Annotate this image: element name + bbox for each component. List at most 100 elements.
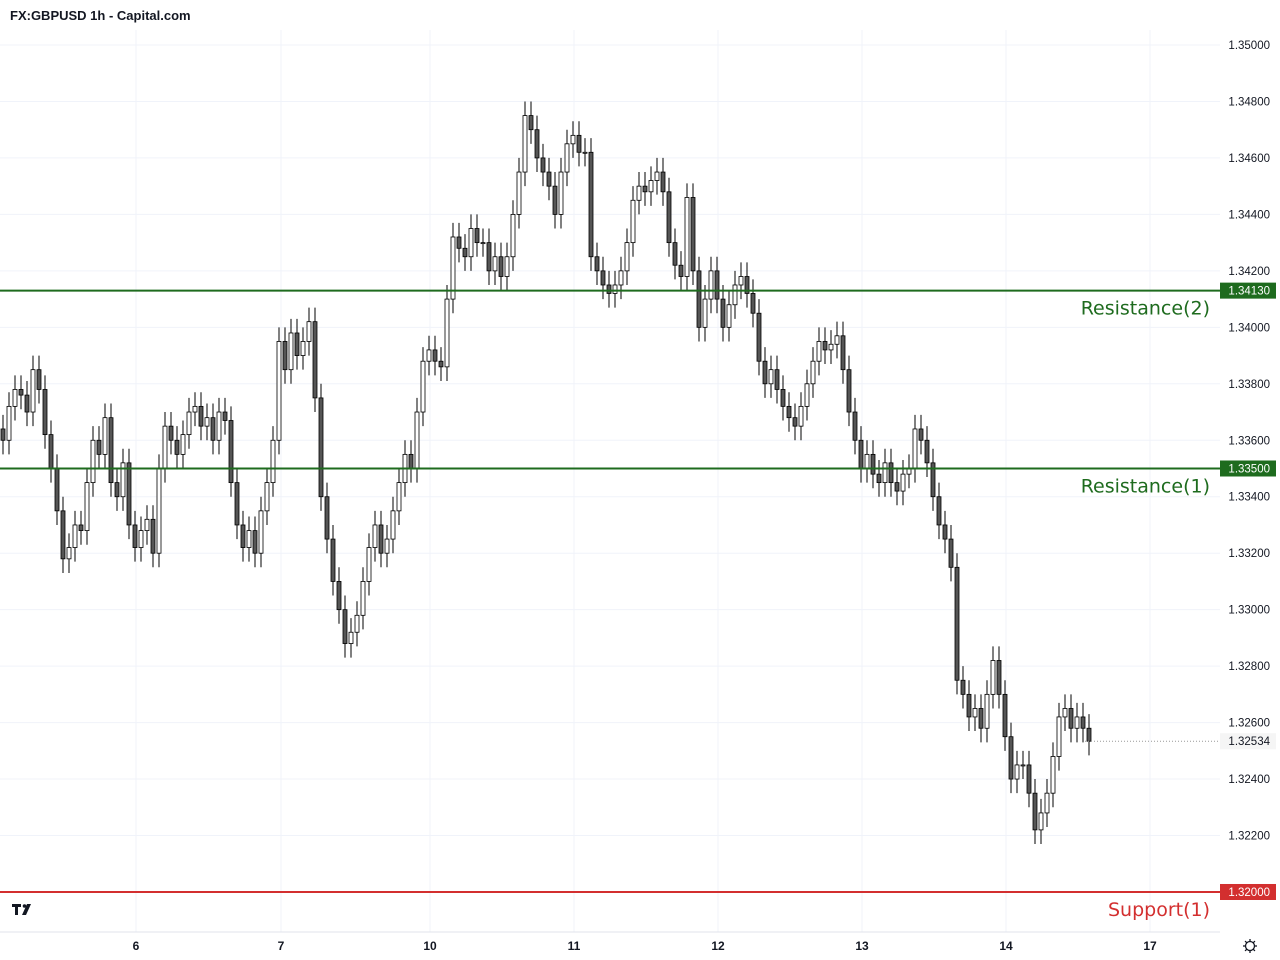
y-tick-label: 1.33000 [1228, 605, 1270, 617]
candle-body [90, 439, 96, 484]
candle-body [78, 524, 84, 532]
candle-body [702, 298, 708, 328]
candle-body [324, 496, 330, 540]
candle-body [342, 609, 348, 644]
candle-body [636, 185, 642, 201]
candle-body [42, 389, 48, 436]
candle-body [318, 397, 324, 498]
y-tick-label: 1.33800 [1228, 379, 1270, 391]
candle-body [522, 115, 528, 173]
candle-body [588, 151, 594, 258]
candle-body [426, 349, 432, 362]
candle-body [222, 411, 228, 421]
y-tick-label: 1.34200 [1228, 266, 1270, 278]
candle-body [126, 462, 132, 526]
candle-body [744, 276, 750, 294]
y-tick-label: 1.33400 [1228, 492, 1270, 504]
candle-body [708, 270, 714, 300]
candle-body [1038, 812, 1044, 831]
candle-body [198, 405, 204, 427]
candle-body [600, 270, 606, 286]
candle-body [894, 482, 900, 492]
candle-body [306, 321, 312, 342]
candle-body [1074, 716, 1080, 729]
candle-body [366, 547, 372, 582]
y-tick-label: 1.34800 [1228, 96, 1270, 108]
candle-body [162, 425, 168, 469]
candle-body [30, 369, 36, 413]
x-tick-label: 11 [568, 939, 581, 953]
candle-body [756, 312, 762, 362]
candle-body [396, 482, 402, 512]
candle-body [516, 171, 522, 215]
candle-body [156, 468, 162, 554]
candle-body [864, 453, 870, 469]
candle-body [48, 434, 54, 469]
candle-body [1086, 727, 1092, 742]
candle-body [750, 293, 756, 314]
candle-body [240, 524, 246, 548]
y-tick-label: 1.32600 [1228, 718, 1270, 730]
candle-body [348, 631, 354, 644]
candle-body [606, 284, 612, 294]
candle-body [852, 411, 858, 441]
x-tick-label: 14 [999, 939, 1013, 953]
candle-body [384, 538, 390, 554]
candle-body [816, 341, 822, 362]
candle-body [120, 462, 126, 498]
candle-body [192, 405, 198, 413]
candle-body [408, 453, 414, 469]
candle-body [444, 298, 450, 368]
candle-body [300, 341, 306, 356]
candle-body [186, 411, 192, 436]
candle-body [294, 332, 300, 356]
current-price-label: 1.32534 [1228, 736, 1270, 748]
candle-body [150, 518, 156, 554]
level-price-tag [1220, 883, 1276, 900]
candle-body [312, 321, 318, 399]
candle-body [780, 389, 786, 407]
candle-body [948, 538, 954, 568]
candle-body [576, 134, 582, 153]
candle-body [108, 417, 114, 484]
candle-body [846, 369, 852, 413]
candle-body [1014, 764, 1020, 780]
candle-body [144, 518, 150, 532]
candle-body [480, 242, 486, 245]
candle-body [474, 228, 480, 244]
candle-body [510, 213, 516, 258]
candle-body [330, 538, 336, 582]
candle-body [210, 417, 216, 441]
candle-body [114, 482, 120, 498]
candle-body [564, 143, 570, 173]
candle-body [420, 360, 426, 413]
candle-body [978, 708, 984, 729]
candle-body [912, 428, 918, 469]
candle-body [642, 185, 648, 193]
candle-body [678, 264, 684, 277]
candle-body [984, 693, 990, 729]
candle-body [972, 708, 978, 718]
candle-body [858, 439, 864, 469]
candle-body [936, 496, 942, 526]
candle-body [624, 242, 630, 272]
y-tick-label: 1.32400 [1228, 774, 1270, 786]
candle-body [930, 462, 936, 498]
candle-body [612, 284, 618, 294]
candle-body [234, 482, 240, 526]
candle-body [264, 482, 270, 512]
candle-body [24, 394, 30, 413]
candle-body [552, 185, 558, 215]
candle-body [558, 171, 564, 215]
candle-body [540, 157, 546, 173]
level-name-label: Support(1) [1108, 899, 1210, 921]
candle-body [762, 360, 768, 385]
candle-body [1020, 764, 1026, 767]
candle-body [900, 473, 906, 492]
y-tick-label: 1.35000 [1228, 40, 1270, 52]
settings-gear-icon[interactable] [1243, 939, 1257, 953]
candle-body [1062, 708, 1068, 718]
candle-body [660, 171, 666, 193]
x-tick-label: 13 [855, 939, 869, 953]
